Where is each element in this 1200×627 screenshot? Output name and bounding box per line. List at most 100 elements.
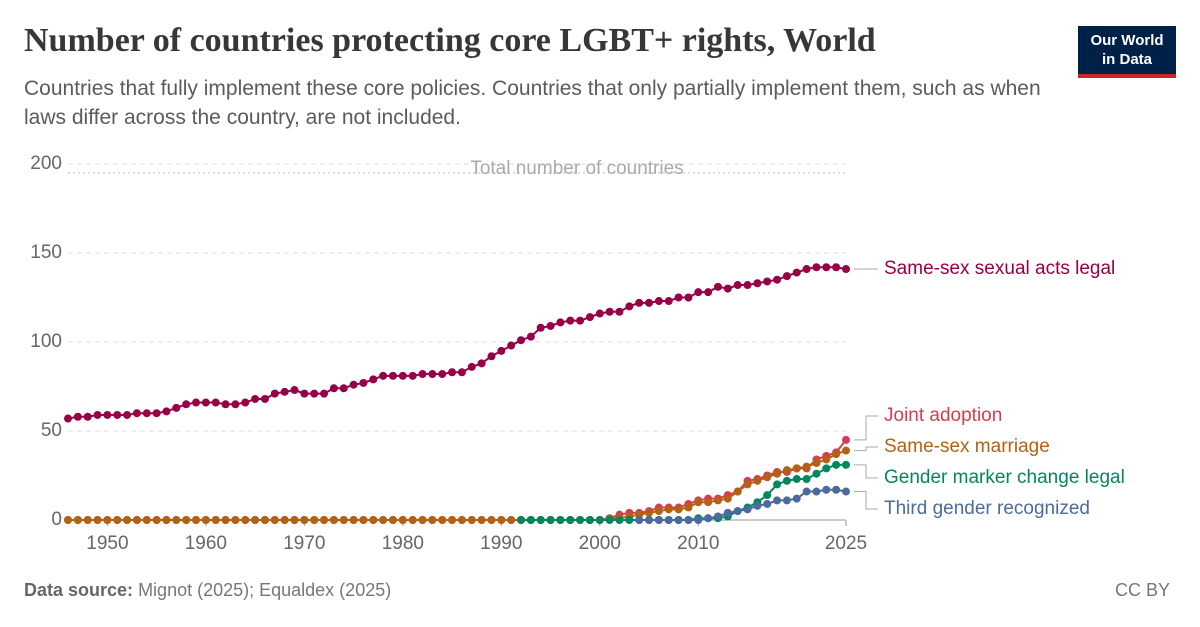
data-point — [753, 279, 762, 288]
data-point — [664, 297, 673, 306]
data-point — [388, 371, 397, 380]
legend-label: Third gender recognized — [884, 498, 1090, 519]
data-point — [595, 309, 604, 318]
x-tick-label: 2025 — [825, 533, 867, 554]
data-point — [231, 516, 240, 524]
data-point — [251, 394, 260, 403]
data-point — [645, 298, 654, 307]
data-point — [310, 389, 319, 398]
license[interactable]: CC BY — [1114, 580, 1170, 600]
data-point — [585, 516, 594, 524]
data-point — [113, 410, 122, 419]
data-point — [64, 414, 72, 423]
data-point — [723, 494, 732, 503]
data-point — [448, 368, 457, 377]
data-point — [290, 516, 299, 524]
data-point — [142, 409, 151, 418]
data-point — [802, 462, 811, 471]
data-point — [576, 316, 585, 325]
data-point — [832, 460, 841, 469]
data-point — [842, 460, 850, 469]
data-point — [842, 435, 850, 444]
data-point — [329, 516, 338, 524]
data-point — [201, 398, 210, 407]
data-point — [585, 313, 594, 322]
data-point — [132, 409, 141, 418]
data-point — [674, 516, 683, 524]
data-point — [320, 516, 329, 524]
data-point — [517, 336, 526, 345]
data-point — [310, 516, 319, 524]
data-point — [123, 410, 132, 419]
data-point — [842, 265, 850, 274]
y-tick-label: 0 — [51, 509, 62, 530]
data-point — [664, 516, 673, 524]
data-point — [536, 323, 545, 332]
data-point — [162, 516, 171, 524]
data-point — [201, 516, 210, 524]
data-point — [379, 371, 388, 380]
data-point — [713, 282, 722, 291]
data-point — [694, 516, 703, 524]
data-point — [664, 505, 673, 514]
data-point — [782, 466, 791, 475]
data-point — [733, 281, 742, 290]
data-point — [773, 480, 782, 489]
data-point — [694, 288, 703, 297]
data-point — [674, 505, 683, 514]
data-point — [546, 321, 555, 330]
data-point — [477, 516, 486, 524]
data-point — [507, 341, 516, 350]
data-point — [369, 375, 378, 384]
legend-label: Joint adoption — [884, 405, 1002, 426]
label-connector — [854, 415, 878, 441]
data-point — [467, 362, 476, 371]
data-point — [773, 469, 782, 478]
data-point — [763, 499, 772, 508]
x-tick-label: 1960 — [185, 533, 227, 554]
data-point — [497, 346, 506, 355]
data-point — [615, 516, 624, 524]
data-point — [270, 516, 279, 524]
data-point — [802, 265, 811, 274]
data-point — [349, 380, 358, 389]
data-point — [477, 359, 486, 368]
data-point — [64, 516, 72, 524]
data-point — [211, 398, 220, 407]
data-point — [241, 398, 250, 407]
data-point — [83, 516, 92, 524]
y-tick-label: 200 — [30, 153, 62, 174]
data-point — [654, 507, 663, 516]
data-point — [733, 507, 742, 516]
data-point — [349, 516, 358, 524]
data-point — [339, 384, 348, 393]
data-point — [241, 516, 250, 524]
legend-label: Same-sex marriage — [884, 436, 1050, 457]
data-point — [566, 316, 575, 325]
data-point — [418, 370, 427, 379]
data-point — [792, 475, 801, 484]
data-point — [635, 516, 644, 524]
data-point — [300, 516, 309, 524]
logo[interactable]: Our World in Data — [1078, 26, 1176, 78]
data-point — [172, 403, 181, 412]
data-point — [231, 400, 240, 409]
data-point — [83, 412, 92, 421]
data-point — [812, 459, 821, 468]
data-point — [684, 503, 693, 512]
data-point — [369, 516, 378, 524]
data-point — [576, 516, 585, 524]
data-point — [487, 352, 496, 361]
data-point — [487, 516, 496, 524]
data-point — [704, 498, 713, 507]
data-point — [773, 275, 782, 284]
data-point — [379, 516, 388, 524]
data-point — [339, 516, 348, 524]
data-point — [221, 516, 230, 524]
data-point — [615, 307, 624, 316]
data-point — [694, 498, 703, 507]
logo-line: Our World — [1090, 32, 1164, 49]
data-point — [123, 516, 132, 524]
data-point — [260, 394, 269, 403]
